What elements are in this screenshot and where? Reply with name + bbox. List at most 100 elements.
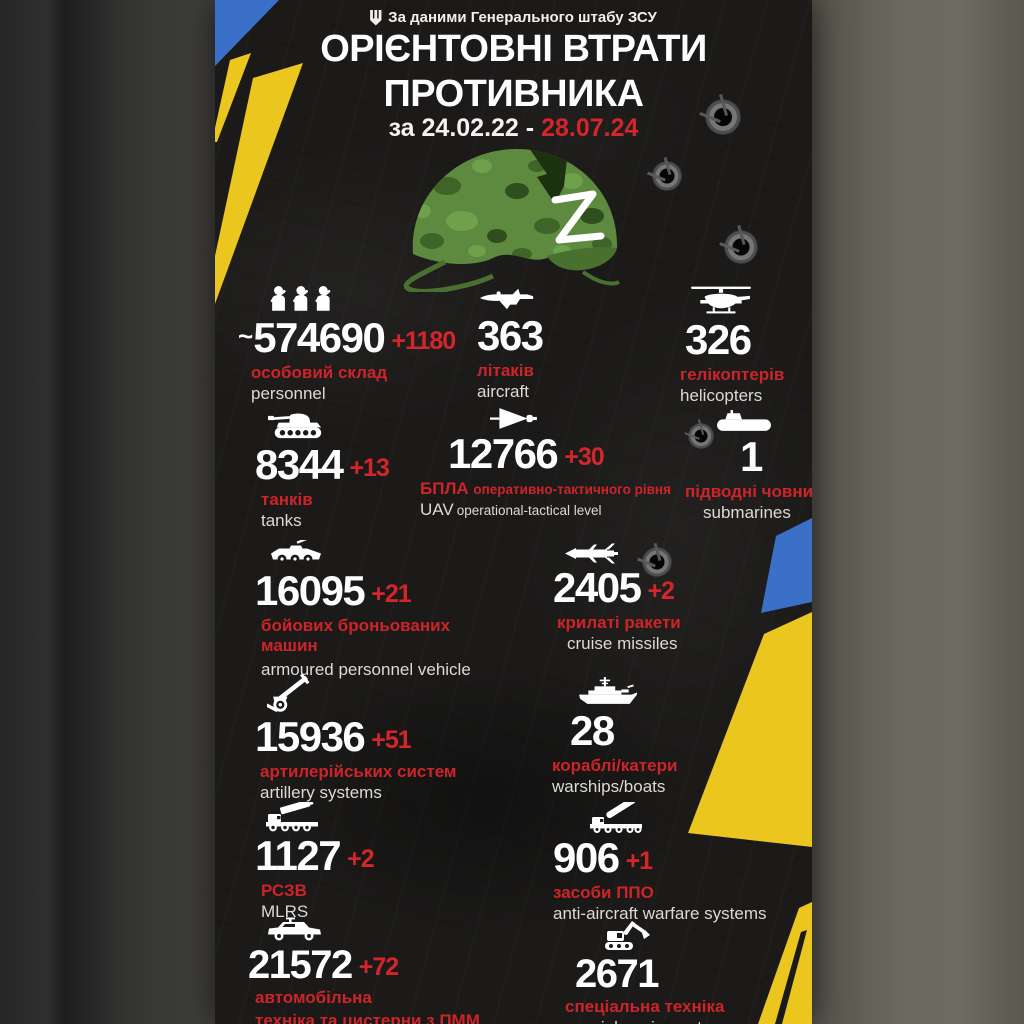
stat-tanks: 8344 +13 танків tanks bbox=[255, 410, 390, 530]
stat-label-ua: БПЛА оперативно-тактичного рівня bbox=[420, 479, 671, 498]
stat-value: 906 bbox=[553, 834, 620, 881]
humvee-icon bbox=[266, 916, 480, 943]
air-defense-icon bbox=[589, 802, 767, 834]
infographic-poster: За даними Генерального штабу ЗСУ ОРІЄНТО… bbox=[215, 0, 812, 1024]
stat-label-en: special equipment bbox=[565, 1018, 724, 1024]
mlrs-truck-icon bbox=[265, 802, 374, 832]
stat-value: 8344 bbox=[255, 441, 344, 488]
soldiers-icon bbox=[270, 284, 455, 314]
stat-label-ua: гелікоптерів bbox=[680, 365, 785, 384]
stat-label-en: helicopters bbox=[680, 385, 763, 405]
stat-delta: +2 bbox=[647, 577, 674, 605]
tank-icon bbox=[267, 410, 389, 441]
apc-icon bbox=[267, 540, 471, 567]
artillery-icon bbox=[267, 670, 457, 713]
warship-icon bbox=[578, 676, 677, 707]
stat-delta: +30 bbox=[564, 443, 604, 471]
stat-value: 363 bbox=[477, 312, 544, 359]
stat-label-ua-line2: техніка та цистерни з ПММ bbox=[255, 1010, 480, 1024]
stat-label-en: tanks bbox=[261, 510, 302, 530]
stat-delta: +1 bbox=[625, 847, 653, 875]
helicopter-icon bbox=[690, 284, 784, 316]
date-line: за 24.02.22 - 28.07.24 bbox=[215, 114, 812, 143]
stat-value: 15936 bbox=[255, 713, 366, 760]
stat-value: 1127 bbox=[255, 832, 342, 879]
excavator-icon bbox=[600, 918, 724, 952]
stat-label-ua: РСЗВ bbox=[261, 881, 307, 900]
stat-warships: 28 кораблі/катери warships/boats bbox=[552, 676, 677, 796]
stat-vehicles-fuel: 21572 +72 автомобільна техніка та цистерн… bbox=[248, 916, 480, 1024]
stat-value: 2671 bbox=[575, 952, 659, 996]
jet-icon bbox=[479, 286, 543, 312]
stat-label-en: warships/boats bbox=[552, 776, 666, 796]
stat-delta: +51 bbox=[371, 726, 411, 754]
stat-special-equipment: 2671 спеціальна техніка special equipmen… bbox=[565, 918, 724, 1024]
background-left-margin bbox=[0, 0, 215, 1024]
stat-label-ua: кораблі/катери bbox=[552, 756, 678, 775]
stat-label-en: cruise missiles bbox=[567, 633, 678, 653]
stat-value: 2405 bbox=[553, 564, 642, 611]
stat-value: 12766 bbox=[448, 430, 559, 477]
date-range-start: за 24.02.22 - bbox=[388, 114, 535, 142]
stat-label-ua: спеціальна техніка bbox=[565, 997, 725, 1016]
stat-value: 326 bbox=[685, 316, 752, 363]
stat-value: 574690 bbox=[253, 314, 386, 361]
stat-label-ua: танків bbox=[261, 490, 313, 509]
stat-label-ua: автомобільна bbox=[255, 988, 372, 1007]
bullet-hole bbox=[642, 547, 672, 577]
bullet-hole bbox=[688, 423, 714, 449]
stat-delta: +1180 bbox=[391, 327, 456, 355]
stat-label-en: submarines bbox=[703, 502, 791, 522]
stat-mlrs: 1127 +2 РСЗВ MLRS bbox=[255, 802, 375, 921]
stat-uav: 12766 +30 БПЛА оперативно-тактичного рівн… bbox=[420, 407, 671, 519]
source-text: За даними Генерального штабу ЗСУ bbox=[388, 9, 657, 26]
stat-value: 1 bbox=[740, 433, 763, 480]
stat-label-en: anti-aircraft warfare systems bbox=[553, 903, 767, 923]
helmet-illustration bbox=[403, 148, 620, 292]
stat-artillery: 15936 +51 артилерійських систем artillery… bbox=[255, 670, 457, 802]
stat-delta: +72 bbox=[358, 953, 399, 981]
stat-label-ua: літаків bbox=[477, 361, 534, 380]
stat-label-en: personnel bbox=[251, 383, 326, 403]
stat-label-ua: підводні човни bbox=[685, 482, 812, 501]
date-range-end: 28.07.24 bbox=[541, 114, 639, 142]
stat-helicopters: 326 гелікоптерів helicopters bbox=[680, 284, 784, 405]
stat-value: 21572 bbox=[248, 943, 353, 987]
stat-label-en: UAV operational-tactical level bbox=[420, 499, 602, 519]
stat-label-en: aircraft bbox=[477, 381, 529, 401]
stat-label-en: armoured personnel vehicle bbox=[261, 660, 471, 680]
bullet-hole bbox=[705, 99, 741, 135]
stat-label-ua: бойових броньованих машин bbox=[261, 616, 451, 655]
uav-icon bbox=[490, 407, 671, 430]
trident-icon bbox=[370, 9, 382, 25]
stat-label-ua: засоби ППО bbox=[553, 883, 654, 902]
bullet-hole bbox=[652, 161, 682, 191]
flag-stripes bbox=[215, 0, 812, 1024]
z-mark bbox=[551, 190, 605, 244]
stat-submarines: 1 підводні човни submarines bbox=[685, 410, 812, 522]
stat-delta: +13 bbox=[349, 454, 389, 482]
stat-personnel: ~574690 +1180 особовий склад personnel bbox=[238, 284, 456, 403]
background-right-margin bbox=[812, 0, 1024, 1024]
stat-delta: +2 bbox=[347, 845, 374, 873]
bullet-hole bbox=[724, 230, 758, 264]
submarine-icon bbox=[715, 410, 812, 433]
stat-value: 16095 bbox=[255, 567, 366, 614]
stat-label-en: artillery systems bbox=[260, 782, 382, 802]
source-line: За даними Генерального штабу ЗСУ bbox=[215, 9, 812, 26]
stat-air-defense: 906 +1 засоби ППО anti-aircraft warfare s… bbox=[553, 802, 767, 923]
stat-value: 28 bbox=[570, 707, 615, 754]
title-line-1: ОРІЄНТОВНІ ВТРАТИ bbox=[320, 28, 707, 70]
stat-label-ua: особовий склад bbox=[251, 363, 388, 382]
page-title: ОРІЄНТОВНІ ВТРАТИ ПРОТИВНИКА bbox=[215, 27, 812, 117]
stat-label-ua: артилерійських систем bbox=[260, 762, 457, 781]
cruise-missile-icon bbox=[565, 543, 681, 564]
approx-tilde: ~ bbox=[238, 321, 254, 351]
stat-cruise-missiles: 2405 +2 крилаті ракети cruise missiles bbox=[553, 543, 681, 653]
stat-armoured-vehicles: 16095 +21 бойових броньованих машин armou… bbox=[255, 540, 471, 680]
stat-aircraft: 363 літаків aircraft bbox=[477, 286, 544, 401]
stat-label-ua: крилаті ракети bbox=[557, 613, 681, 632]
stat-delta: +21 bbox=[371, 580, 411, 608]
title-line-2: ПРОТИВНИКА bbox=[383, 73, 644, 115]
